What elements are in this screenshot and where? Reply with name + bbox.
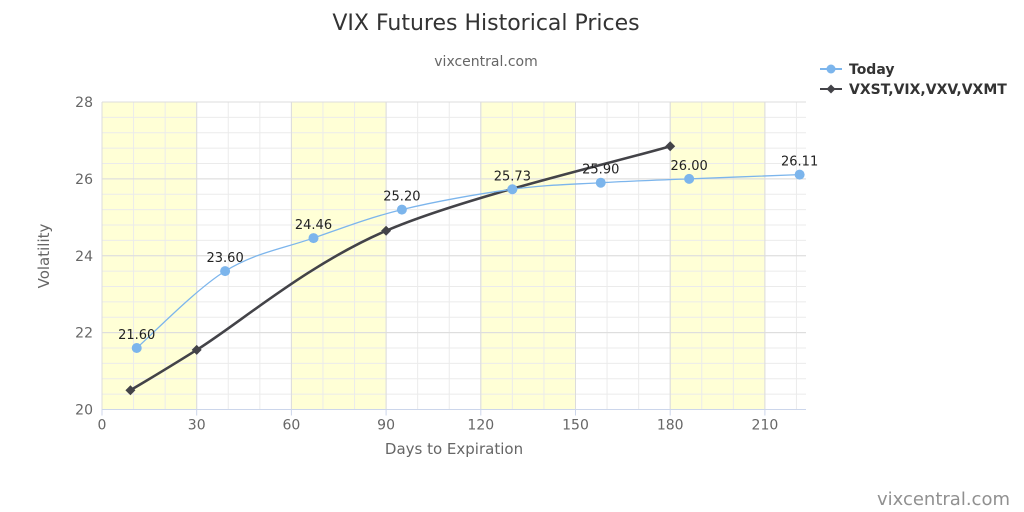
x-tick-label: 30 <box>188 418 206 434</box>
series-line <box>129 144 672 392</box>
series-layer: 21.60 23.60 24.46 25.20 25.73 25.90 26.00 26.11 <box>118 141 818 396</box>
legend-item-term-structure[interactable]: VXST,VIX,VXV,VXMT <box>820 82 1007 98</box>
x-tick-label: 180 <box>657 418 684 434</box>
data-point <box>794 169 805 180</box>
data-point <box>665 141 676 152</box>
x-axis: 0 30 60 90 120 150 180 210 <box>98 409 779 434</box>
data-label: 23.60 <box>207 251 244 266</box>
x-tick-label: 120 <box>467 418 494 434</box>
data-point <box>396 204 407 215</box>
legend-label-today: Today <box>849 62 894 78</box>
x-tick-label: 150 <box>562 418 589 434</box>
y-tick-label: 24 <box>75 249 93 265</box>
data-label: 26.00 <box>671 159 708 174</box>
data-point <box>220 266 231 277</box>
data-point <box>381 225 392 236</box>
chart-subtitle: vixcentral.com <box>434 54 537 70</box>
data-point <box>125 385 136 396</box>
credit[interactable]: vixcentral.com <box>877 489 1010 510</box>
data-label: 21.60 <box>118 328 155 343</box>
x-tick-label: 0 <box>98 418 107 434</box>
legend-marker-today <box>826 64 836 74</box>
data-point <box>308 233 319 244</box>
data-point <box>131 343 142 353</box>
y-axis-title: Volatility <box>35 223 53 288</box>
legend-item-today[interactable]: Today <box>820 62 894 78</box>
data-label: 25.90 <box>582 163 619 178</box>
data-label: 25.73 <box>494 169 531 184</box>
legend-marker-term-structure <box>826 84 836 94</box>
y-tick-label: 28 <box>75 95 93 111</box>
x-axis-title: Days to Expiration <box>385 440 523 458</box>
chart-title: VIX Futures Historical Prices <box>332 11 639 36</box>
data-label: 26.11 <box>781 155 818 170</box>
data-label: 24.46 <box>295 218 332 233</box>
series-vxst-vix-vxv-vxmt <box>125 141 676 396</box>
x-tick-label: 210 <box>752 418 779 434</box>
data-point <box>684 173 695 184</box>
y-tick-label: 20 <box>75 403 93 419</box>
data-point <box>507 184 518 195</box>
data-label: 25.20 <box>383 190 420 205</box>
series-today: 21.60 23.60 24.46 25.20 25.73 25.90 26.00 26.11 <box>118 155 818 353</box>
legend: Today VXST,VIX,VXV,VXMT <box>820 62 1007 98</box>
y-tick-label: 26 <box>75 172 93 188</box>
x-tick-label: 90 <box>377 418 395 434</box>
legend-label-term-structure: VXST,VIX,VXV,VXMT <box>849 82 1007 98</box>
data-point <box>191 344 202 355</box>
y-tick-label: 22 <box>75 326 93 342</box>
data-point <box>595 177 606 188</box>
y-axis: 20 22 24 26 28 <box>75 95 93 419</box>
x-tick-label: 60 <box>282 418 300 434</box>
